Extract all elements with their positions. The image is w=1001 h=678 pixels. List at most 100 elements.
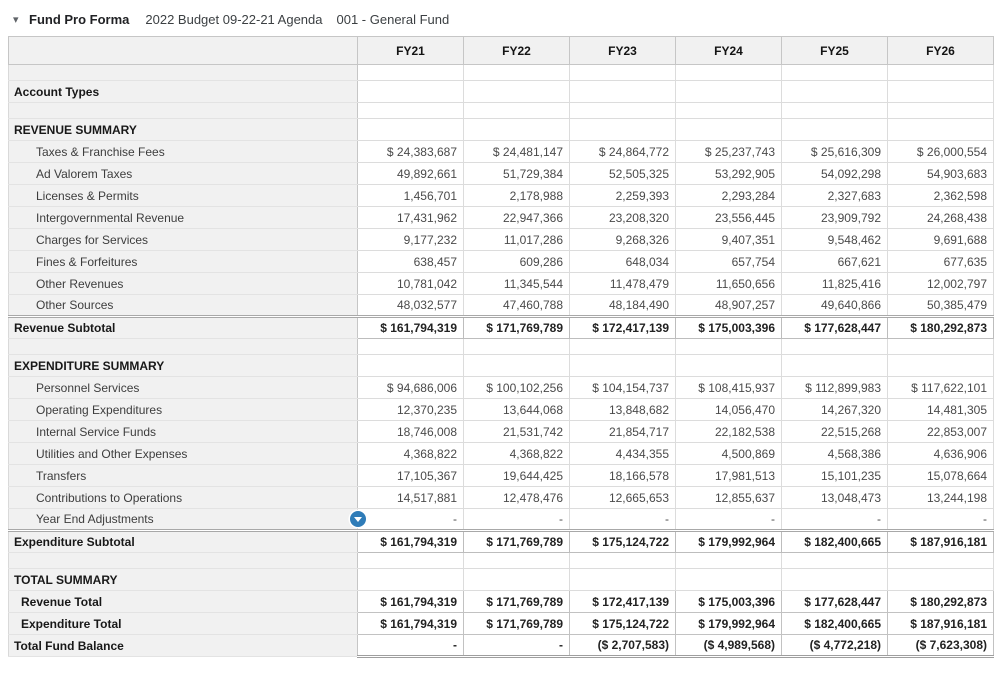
value-cell-fy25-charges-for-services[interactable]: 9,548,462 xyxy=(781,228,888,251)
value-cell-fy22-spacer[interactable] xyxy=(463,64,570,81)
value-cell-fy25-spacer[interactable] xyxy=(781,552,888,569)
value-cell-fy23-contributions-to-operations[interactable]: 12,665,653 xyxy=(569,486,676,509)
value-cell-fy24-revenue-summary[interactable] xyxy=(675,118,782,141)
value-cell-fy21-taxes-franchise-fees[interactable]: $ 24,383,687 xyxy=(357,140,464,163)
value-cell-fy26-spacer[interactable] xyxy=(887,552,994,569)
value-cell-fy26-internal-service-funds[interactable]: 22,853,007 xyxy=(887,420,994,443)
value-cell-fy25-contributions-to-operations[interactable]: 13,048,473 xyxy=(781,486,888,509)
value-cell-fy21-revenue-subtotal[interactable]: $ 161,794,319 xyxy=(357,315,464,339)
value-cell-fy26-spacer[interactable] xyxy=(887,338,994,355)
value-cell-fy26-expenditure-summary[interactable] xyxy=(887,354,994,377)
value-cell-fy25-total-fund-balance[interactable]: ($ 4,772,218) xyxy=(781,634,888,658)
value-cell-fy22-spacer[interactable] xyxy=(463,338,570,355)
value-cell-fy26-total-fund-balance[interactable]: ($ 7,623,308) xyxy=(887,634,994,658)
value-cell-fy26-contributions-to-operations[interactable]: 13,244,198 xyxy=(887,486,994,509)
value-cell-fy25-utilities-and-other-expenses[interactable]: 4,568,386 xyxy=(781,442,888,465)
value-cell-fy24-account-types[interactable] xyxy=(675,80,782,103)
value-cell-fy21-revenue-summary[interactable] xyxy=(357,118,464,141)
value-cell-fy22-internal-service-funds[interactable]: 21,531,742 xyxy=(463,420,570,443)
value-cell-fy25-spacer[interactable] xyxy=(781,102,888,119)
value-cell-fy23-total-summary[interactable] xyxy=(569,568,676,591)
value-cell-fy26-revenue-subtotal[interactable]: $ 180,292,873 xyxy=(887,315,994,339)
value-cell-fy25-revenue-total[interactable]: $ 177,628,447 xyxy=(781,590,888,613)
value-cell-fy24-utilities-and-other-expenses[interactable]: 4,500,869 xyxy=(675,442,782,465)
value-cell-fy21-internal-service-funds[interactable]: 18,746,008 xyxy=(357,420,464,443)
value-cell-fy21-charges-for-services[interactable]: 9,177,232 xyxy=(357,228,464,251)
value-cell-fy24-other-revenues[interactable]: 11,650,656 xyxy=(675,272,782,295)
value-cell-fy23-transfers[interactable]: 18,166,578 xyxy=(569,464,676,487)
value-cell-fy25-spacer[interactable] xyxy=(781,338,888,355)
value-cell-fy22-expenditure-subtotal[interactable]: $ 171,769,789 xyxy=(463,529,570,553)
value-cell-fy23-internal-service-funds[interactable]: 21,854,717 xyxy=(569,420,676,443)
value-cell-fy22-operating-expenditures[interactable]: 13,644,068 xyxy=(463,398,570,421)
value-cell-fy23-ad-valorem-taxes[interactable]: 52,505,325 xyxy=(569,162,676,185)
value-cell-fy23-other-revenues[interactable]: 11,478,479 xyxy=(569,272,676,295)
value-cell-fy22-ad-valorem-taxes[interactable]: 51,729,384 xyxy=(463,162,570,185)
value-cell-fy26-intergovernmental-revenue[interactable]: 24,268,438 xyxy=(887,206,994,229)
value-cell-fy22-spacer[interactable] xyxy=(463,552,570,569)
value-cell-fy25-intergovernmental-revenue[interactable]: 23,909,792 xyxy=(781,206,888,229)
value-cell-fy21-expenditure-subtotal[interactable]: $ 161,794,319 xyxy=(357,529,464,553)
value-cell-fy25-licenses-permits[interactable]: 2,327,683 xyxy=(781,184,888,207)
value-cell-fy22-spacer[interactable] xyxy=(463,102,570,119)
value-cell-fy21-intergovernmental-revenue[interactable]: 17,431,962 xyxy=(357,206,464,229)
value-cell-fy21-year-end-adjustments[interactable]: - xyxy=(357,508,464,531)
value-cell-fy25-total-summary[interactable] xyxy=(781,568,888,591)
value-cell-fy24-spacer[interactable] xyxy=(675,338,782,355)
value-cell-fy25-expenditure-total[interactable]: $ 182,400,665 xyxy=(781,612,888,635)
value-cell-fy26-total-summary[interactable] xyxy=(887,568,994,591)
value-cell-fy21-spacer[interactable] xyxy=(357,338,464,355)
value-cell-fy23-charges-for-services[interactable]: 9,268,326 xyxy=(569,228,676,251)
value-cell-fy23-revenue-summary[interactable] xyxy=(569,118,676,141)
value-cell-fy25-operating-expenditures[interactable]: 14,267,320 xyxy=(781,398,888,421)
value-cell-fy24-charges-for-services[interactable]: 9,407,351 xyxy=(675,228,782,251)
value-cell-fy21-fines-forfeitures[interactable]: 638,457 xyxy=(357,250,464,273)
value-cell-fy23-personnel-services[interactable]: $ 104,154,737 xyxy=(569,376,676,399)
value-cell-fy23-fines-forfeitures[interactable]: 648,034 xyxy=(569,250,676,273)
value-cell-fy21-expenditure-summary[interactable] xyxy=(357,354,464,377)
value-cell-fy22-utilities-and-other-expenses[interactable]: 4,368,822 xyxy=(463,442,570,465)
value-cell-fy26-other-revenues[interactable]: 12,002,797 xyxy=(887,272,994,295)
value-cell-fy21-spacer[interactable] xyxy=(357,102,464,119)
value-cell-fy24-licenses-permits[interactable]: 2,293,284 xyxy=(675,184,782,207)
value-cell-fy26-fines-forfeitures[interactable]: 677,635 xyxy=(887,250,994,273)
value-cell-fy21-contributions-to-operations[interactable]: 14,517,881 xyxy=(357,486,464,509)
value-cell-fy24-revenue-subtotal[interactable]: $ 175,003,396 xyxy=(675,315,782,339)
value-cell-fy23-year-end-adjustments[interactable]: - xyxy=(569,508,676,531)
value-cell-fy26-ad-valorem-taxes[interactable]: 54,903,683 xyxy=(887,162,994,185)
value-cell-fy23-revenue-total[interactable]: $ 172,417,139 xyxy=(569,590,676,613)
value-cell-fy24-expenditure-summary[interactable] xyxy=(675,354,782,377)
value-cell-fy23-operating-expenditures[interactable]: 13,848,682 xyxy=(569,398,676,421)
value-cell-fy24-other-sources[interactable]: 48,907,257 xyxy=(675,294,782,317)
value-cell-fy22-revenue-summary[interactable] xyxy=(463,118,570,141)
value-cell-fy26-expenditure-total[interactable]: $ 187,916,181 xyxy=(887,612,994,635)
value-cell-fy22-account-types[interactable] xyxy=(463,80,570,103)
value-cell-fy21-spacer[interactable] xyxy=(357,64,464,81)
value-cell-fy24-intergovernmental-revenue[interactable]: 23,556,445 xyxy=(675,206,782,229)
value-cell-fy25-other-revenues[interactable]: 11,825,416 xyxy=(781,272,888,295)
value-cell-fy23-revenue-subtotal[interactable]: $ 172,417,139 xyxy=(569,315,676,339)
value-cell-fy26-licenses-permits[interactable]: 2,362,598 xyxy=(887,184,994,207)
value-cell-fy26-taxes-franchise-fees[interactable]: $ 26,000,554 xyxy=(887,140,994,163)
value-cell-fy25-year-end-adjustments[interactable]: - xyxy=(781,508,888,531)
value-cell-fy24-internal-service-funds[interactable]: 22,182,538 xyxy=(675,420,782,443)
value-cell-fy23-other-sources[interactable]: 48,184,490 xyxy=(569,294,676,317)
value-cell-fy26-transfers[interactable]: 15,078,664 xyxy=(887,464,994,487)
value-cell-fy23-intergovernmental-revenue[interactable]: 23,208,320 xyxy=(569,206,676,229)
value-cell-fy24-spacer[interactable] xyxy=(675,102,782,119)
value-cell-fy22-expenditure-summary[interactable] xyxy=(463,354,570,377)
value-cell-fy23-licenses-permits[interactable]: 2,259,393 xyxy=(569,184,676,207)
value-cell-fy21-total-summary[interactable] xyxy=(357,568,464,591)
value-cell-fy24-revenue-total[interactable]: $ 175,003,396 xyxy=(675,590,782,613)
value-cell-fy24-spacer[interactable] xyxy=(675,552,782,569)
value-cell-fy21-personnel-services[interactable]: $ 94,686,006 xyxy=(357,376,464,399)
value-cell-fy26-operating-expenditures[interactable]: 14,481,305 xyxy=(887,398,994,421)
value-cell-fy22-fines-forfeitures[interactable]: 609,286 xyxy=(463,250,570,273)
value-cell-fy21-total-fund-balance[interactable]: - xyxy=(357,634,464,658)
value-cell-fy22-total-summary[interactable] xyxy=(463,568,570,591)
value-cell-fy22-charges-for-services[interactable]: 11,017,286 xyxy=(463,228,570,251)
value-cell-fy24-taxes-franchise-fees[interactable]: $ 25,237,743 xyxy=(675,140,782,163)
value-cell-fy26-spacer[interactable] xyxy=(887,64,994,81)
value-cell-fy24-ad-valorem-taxes[interactable]: 53,292,905 xyxy=(675,162,782,185)
value-cell-fy22-intergovernmental-revenue[interactable]: 22,947,366 xyxy=(463,206,570,229)
